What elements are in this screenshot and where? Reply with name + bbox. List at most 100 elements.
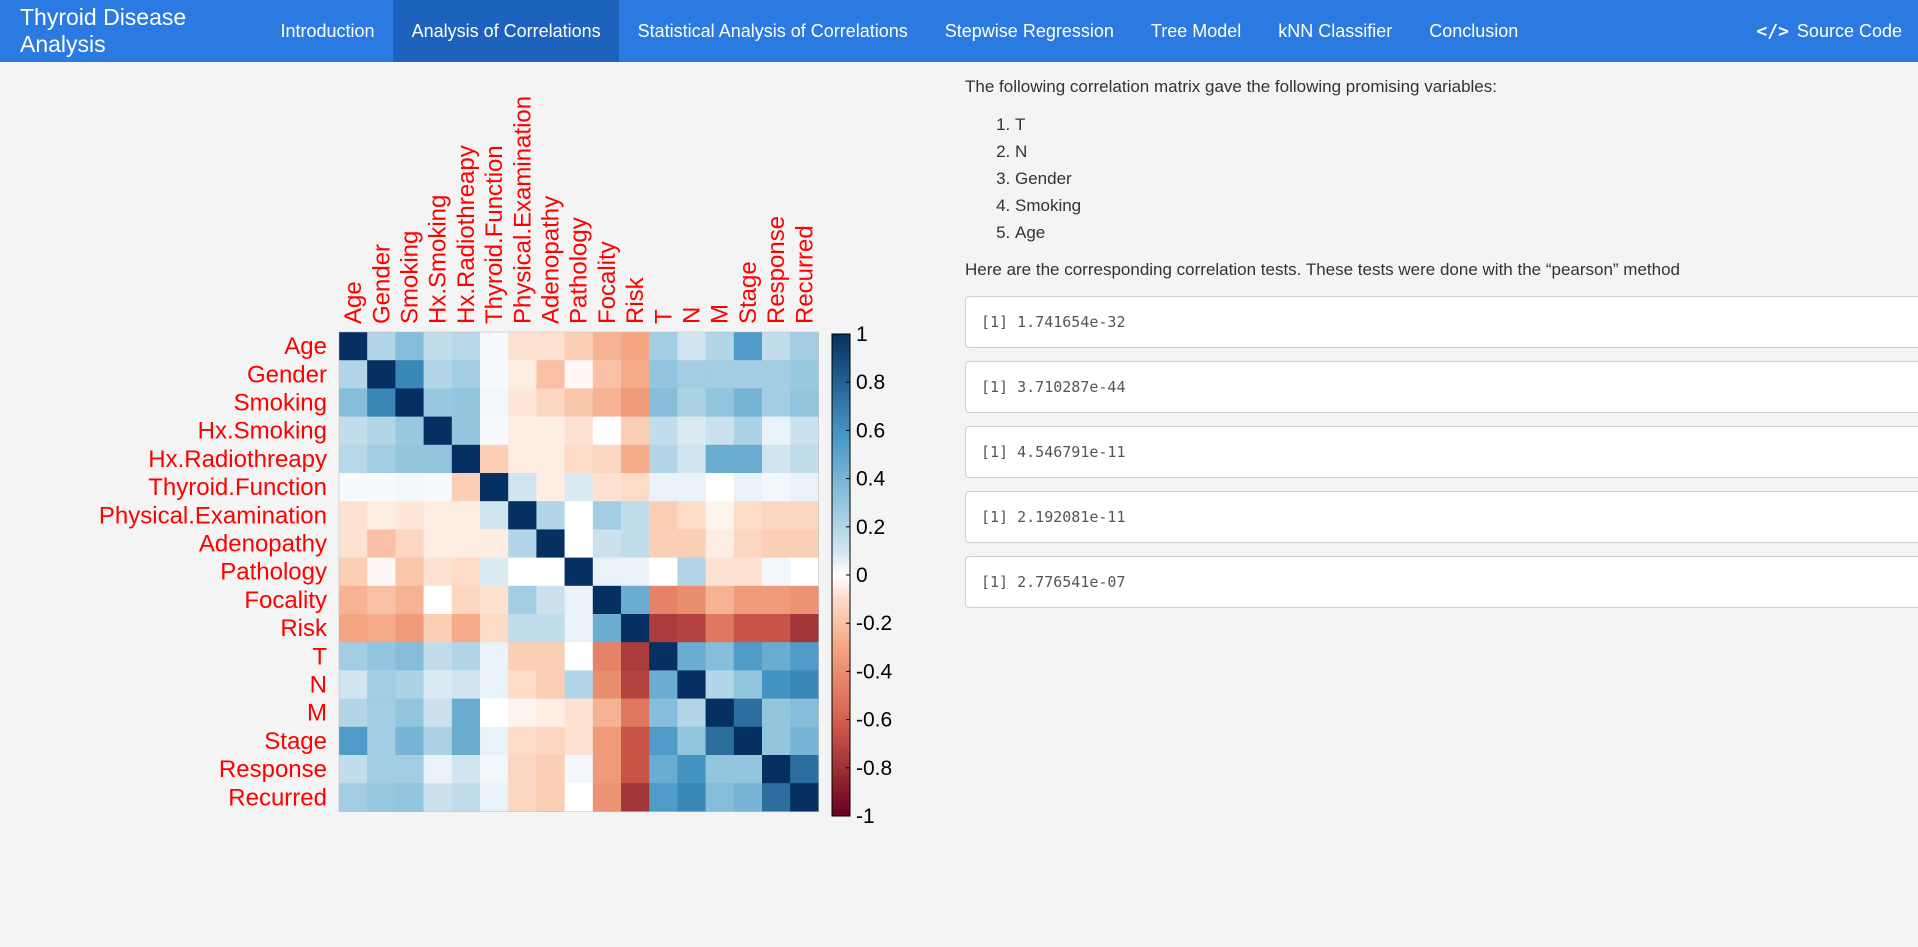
heatmap-cell (508, 388, 537, 418)
legend-tick-label: -1 (856, 805, 875, 828)
heatmap-cell (423, 360, 453, 389)
heatmap-cell (508, 444, 537, 474)
heatmap-cell (480, 755, 509, 784)
heatmap-cell (790, 670, 819, 700)
heatmap-cell (423, 783, 453, 812)
nav-stepwise-regression[interactable]: Stepwise Regression (944, 20, 1114, 41)
source-code-label: Source Code (1796, 20, 1902, 41)
heatmap-cell (649, 557, 678, 587)
row-label: Hx.Smoking (198, 418, 327, 445)
heatmap-cell (395, 444, 425, 474)
heatmap-cell (592, 360, 622, 389)
heatmap-cell (733, 501, 763, 530)
heatmap-cell (621, 557, 650, 587)
heatmap-cell (536, 585, 566, 615)
column-label: Hx.Radiothreapy (453, 145, 480, 324)
heatmap-cell (762, 642, 791, 671)
heatmap-cell (339, 585, 368, 615)
heatmap-cell (649, 670, 678, 700)
row-label: Response (219, 756, 327, 783)
heatmap-cell (451, 529, 481, 559)
heatmap-cell (564, 332, 594, 361)
row-label: Adenopathy (199, 531, 327, 558)
heatmap-cell (733, 698, 763, 728)
heatmap-cell (564, 557, 594, 587)
heatmap-cell (733, 529, 763, 559)
legend-tick-label: -0.2 (856, 612, 892, 635)
heatmap-cell (451, 726, 481, 756)
heatmap-cell (451, 473, 481, 502)
heatmap-cell (762, 388, 791, 418)
heatmap-cell (508, 670, 537, 700)
nav-analysis-of-correlations[interactable]: Analysis of Correlations (393, 0, 620, 62)
heatmap-cell (677, 614, 707, 643)
heatmap-cell (621, 755, 650, 784)
heatmap-cell (762, 585, 791, 615)
nav-conclusion[interactable]: Conclusion (1429, 20, 1519, 41)
heatmap-cell (339, 755, 368, 784)
heatmap-cell (733, 444, 763, 474)
brand-title[interactable]: Thyroid Disease Analysis (20, 4, 187, 57)
heatmap-cell (762, 783, 791, 812)
heatmap-cell (733, 614, 763, 643)
heatmap-cell (508, 529, 537, 559)
source-code-link[interactable]: </> Source Code (1756, 0, 1902, 62)
heatmap-cell (621, 360, 650, 389)
nav-introduction[interactable]: Introduction (280, 20, 375, 41)
heatmap-cell (790, 557, 819, 587)
list-item: Age (1015, 219, 1918, 246)
heatmap-cell (536, 557, 566, 587)
heatmap-cell (508, 473, 537, 502)
legend-tick-label: 0 (856, 564, 868, 587)
heatmap-cell (677, 473, 707, 502)
heatmap-cell (480, 670, 509, 700)
heatmap-cell (677, 388, 707, 418)
heatmap-cell (564, 698, 594, 728)
heatmap-cell (480, 585, 509, 615)
heatmap-cell (621, 585, 650, 615)
heatmap-cell (451, 642, 481, 671)
heatmap-cell (592, 755, 622, 784)
heatmap-cell (762, 726, 791, 756)
row-label: Smoking (234, 390, 327, 417)
nav-tree-model[interactable]: Tree Model (1150, 20, 1242, 41)
heatmap-cell (677, 642, 707, 671)
heatmap-cell (790, 416, 819, 446)
heatmap-cell (762, 529, 791, 559)
test-output-4: [1] 2.192081e-11 (965, 491, 1918, 543)
row-label: Age (284, 333, 327, 360)
test-output-2: [1] 3.710287e-44 (965, 361, 1918, 413)
column-label: Recurred (791, 225, 818, 324)
heatmap-cell (536, 698, 566, 728)
heatmap-cell (423, 557, 453, 587)
legend-tick-label: 0.4 (856, 468, 886, 491)
heatmap-cell (480, 360, 509, 389)
heatmap-cell (339, 501, 368, 530)
heatmap-cell (536, 614, 566, 643)
heatmap-cell (621, 416, 650, 446)
heatmap-cell (508, 642, 537, 671)
heatmap-cell (790, 388, 819, 418)
column-label: Hx.Smoking (425, 195, 452, 324)
column-label: T (650, 309, 677, 324)
heatmap-cell (367, 642, 396, 671)
nav-statistical-analysis[interactable]: Statistical Analysis of Correlations (637, 20, 908, 41)
heatmap-cell (677, 557, 707, 587)
heatmap-cell (423, 473, 453, 502)
heatmap-cell (564, 529, 594, 559)
heatmap-cell (733, 416, 763, 446)
heatmap-cell (367, 726, 396, 756)
heatmap-cell (677, 444, 707, 474)
heatmap-cell (423, 585, 453, 615)
row-label: Thyroid.Function (148, 474, 327, 501)
heatmap-cell (621, 473, 650, 502)
heatmap-cell (508, 783, 537, 812)
legend-tick-label: -0.6 (856, 709, 892, 732)
nav-knn-classifier[interactable]: kNN Classifier (1278, 20, 1393, 41)
heatmap-cell (621, 444, 650, 474)
heatmap-cell (480, 557, 509, 587)
heatmap-cell (480, 698, 509, 728)
heatmap-cell (395, 332, 425, 361)
heatmap-cell (592, 726, 622, 756)
heatmap-cell (733, 388, 763, 418)
